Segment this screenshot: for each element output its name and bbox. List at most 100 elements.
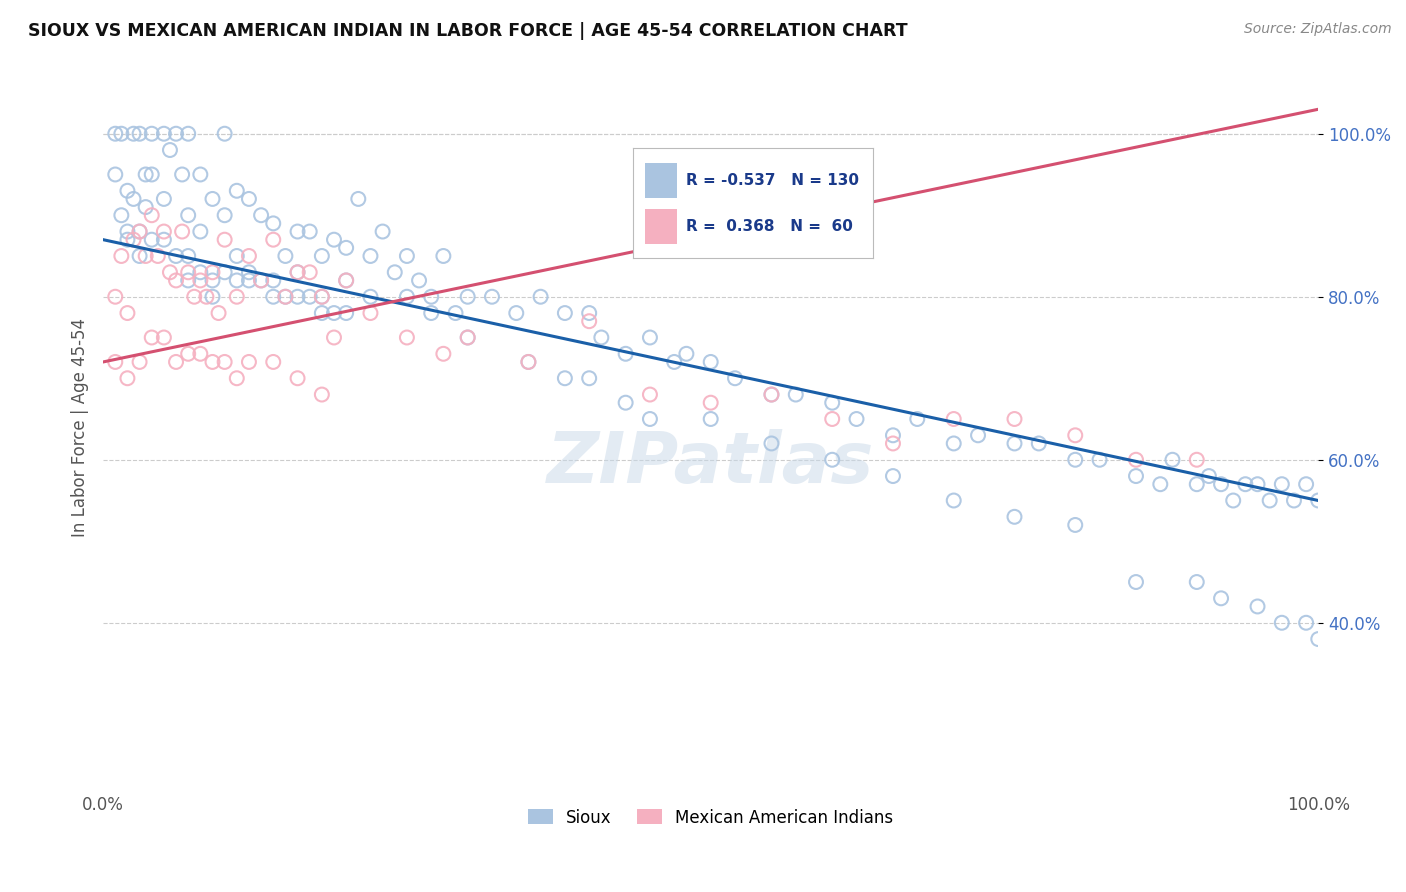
Point [1271,615,1294,630]
Point [238,355,260,369]
Point [1246,599,1268,614]
Point [298,290,321,304]
Point [1004,412,1026,426]
Point [638,387,661,401]
Bar [645,209,676,244]
Point [104,127,127,141]
Point [135,200,157,214]
Point [761,387,783,401]
Point [420,306,443,320]
Point [1161,452,1184,467]
Point [122,233,145,247]
Point [457,330,479,344]
Point [188,265,211,279]
Point [146,249,169,263]
Point [104,290,127,304]
Point [225,184,247,198]
Point [591,330,613,344]
Point [1004,509,1026,524]
Point [614,395,637,409]
Point [614,347,637,361]
Point [207,306,229,320]
Point [159,265,181,279]
Point [359,290,381,304]
Point [122,192,145,206]
Point [785,387,807,401]
Point [578,314,600,328]
Point [664,355,686,369]
Point [225,290,247,304]
Point [1295,477,1317,491]
Point [153,330,176,344]
Point [1064,428,1087,442]
Point [311,290,333,304]
Point [371,225,394,239]
Point [335,273,357,287]
Point [432,347,454,361]
Point [287,265,309,279]
Point [298,265,321,279]
Point [274,290,297,304]
Point [578,306,600,320]
Text: R =  0.368   N =  60: R = 0.368 N = 60 [686,219,853,234]
Point [141,233,163,247]
Legend: Sioux, Mexican American Indians: Sioux, Mexican American Indians [520,800,901,835]
Point [183,290,205,304]
Point [225,371,247,385]
Point [104,355,127,369]
Point [165,355,187,369]
Point [172,225,194,239]
Point [262,216,284,230]
Point [1198,469,1220,483]
Point [942,436,965,450]
Point [395,330,418,344]
Point [117,233,139,247]
Point [214,127,236,141]
Point [141,208,163,222]
Point [1125,469,1147,483]
Point [1064,518,1087,533]
Point [128,355,150,369]
Point [287,371,309,385]
Point [699,412,721,426]
Point [942,493,965,508]
Point [177,208,200,222]
Point [1149,477,1171,491]
Point [153,192,176,206]
Point [201,273,224,287]
Point [141,168,163,182]
Y-axis label: In Labor Force | Age 45-54: In Labor Force | Age 45-54 [72,318,89,537]
Point [359,306,381,320]
Point [505,306,527,320]
Point [214,355,236,369]
Point [675,347,697,361]
Text: ZIPatlas: ZIPatlas [547,428,875,498]
Point [287,265,309,279]
Point [214,233,236,247]
Text: Source: ZipAtlas.com: Source: ZipAtlas.com [1244,22,1392,37]
Point [384,265,406,279]
Point [335,273,357,287]
Point [457,330,479,344]
Point [942,412,965,426]
Point [335,306,357,320]
Point [153,127,176,141]
Point [104,168,127,182]
Point [821,395,844,409]
Point [882,469,904,483]
Point [1234,477,1257,491]
Point [128,225,150,239]
Point [1258,493,1281,508]
Point [287,225,309,239]
Point [699,395,721,409]
Point [1209,591,1232,606]
Point [1028,436,1050,450]
Point [287,290,309,304]
Point [761,387,783,401]
Point [201,265,224,279]
Point [1222,493,1244,508]
Point [135,168,157,182]
Point [395,290,418,304]
Point [311,249,333,263]
Point [444,306,467,320]
